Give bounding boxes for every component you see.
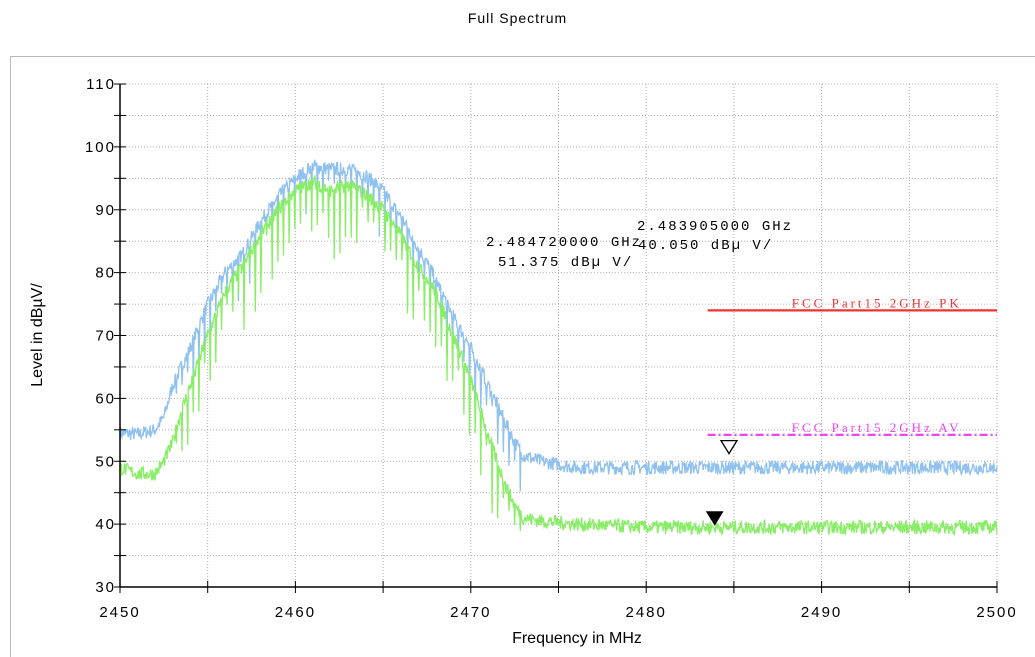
- x-tick-label: 2480: [626, 604, 667, 621]
- grid: [119, 83, 998, 588]
- limit-lines: FCC Part15 2GHz PK FCC Part15 2GHz AV: [707, 295, 997, 436]
- markers: 2.484720000 GHz 51.375 dBµ V/2.483905000 …: [486, 219, 793, 526]
- y-tick-label: 80: [95, 265, 116, 282]
- marker-readout-frequency: 2.483905000 GHz: [637, 219, 793, 235]
- marker-triangle-filled: [705, 511, 724, 526]
- chart-title: Full Spectrum: [467, 10, 568, 26]
- y-tick-label: 60: [95, 390, 116, 407]
- x-tick-label: 2470: [450, 604, 491, 621]
- x-tick-label: 2450: [99, 604, 140, 621]
- y-tick-label: 30: [95, 579, 116, 596]
- marker-triangle-hollow: [719, 439, 739, 455]
- series-layer: [119, 159, 998, 537]
- axes: 2450 2460 2470 2480 2490 2500 30 40 50 60 70 80 90 10…: [85, 76, 1017, 621]
- y-tick-label: 100: [85, 139, 116, 156]
- x-tick-label: 2460: [275, 604, 316, 621]
- x-tick-label: 2500: [976, 604, 1017, 621]
- limit-line-label: FCC Part15 2GHz AV: [792, 420, 962, 435]
- x-tick-label: 2490: [801, 604, 842, 621]
- series-trace-2: [119, 174, 998, 537]
- plot-frame: [10, 56, 1035, 657]
- y-axis-label: Level in dBµV/: [29, 283, 46, 387]
- marker-readout-frequency: 2.484720000 GHz: [486, 235, 642, 251]
- marker-readout-level: 51.375 dBµ V/: [498, 255, 633, 271]
- y-tick-label: 90: [95, 202, 116, 219]
- limit-line-label: FCC Part15 2GHz PK: [792, 295, 962, 310]
- x-axis-label: Frequency in MHz: [512, 630, 642, 647]
- y-tick-label: 50: [95, 453, 116, 470]
- marker-readout-level: 40.050 dBµ V/: [638, 238, 773, 254]
- y-tick-label: 40: [95, 516, 116, 533]
- y-tick-label: 70: [95, 328, 116, 345]
- y-tick-label: 110: [86, 76, 116, 93]
